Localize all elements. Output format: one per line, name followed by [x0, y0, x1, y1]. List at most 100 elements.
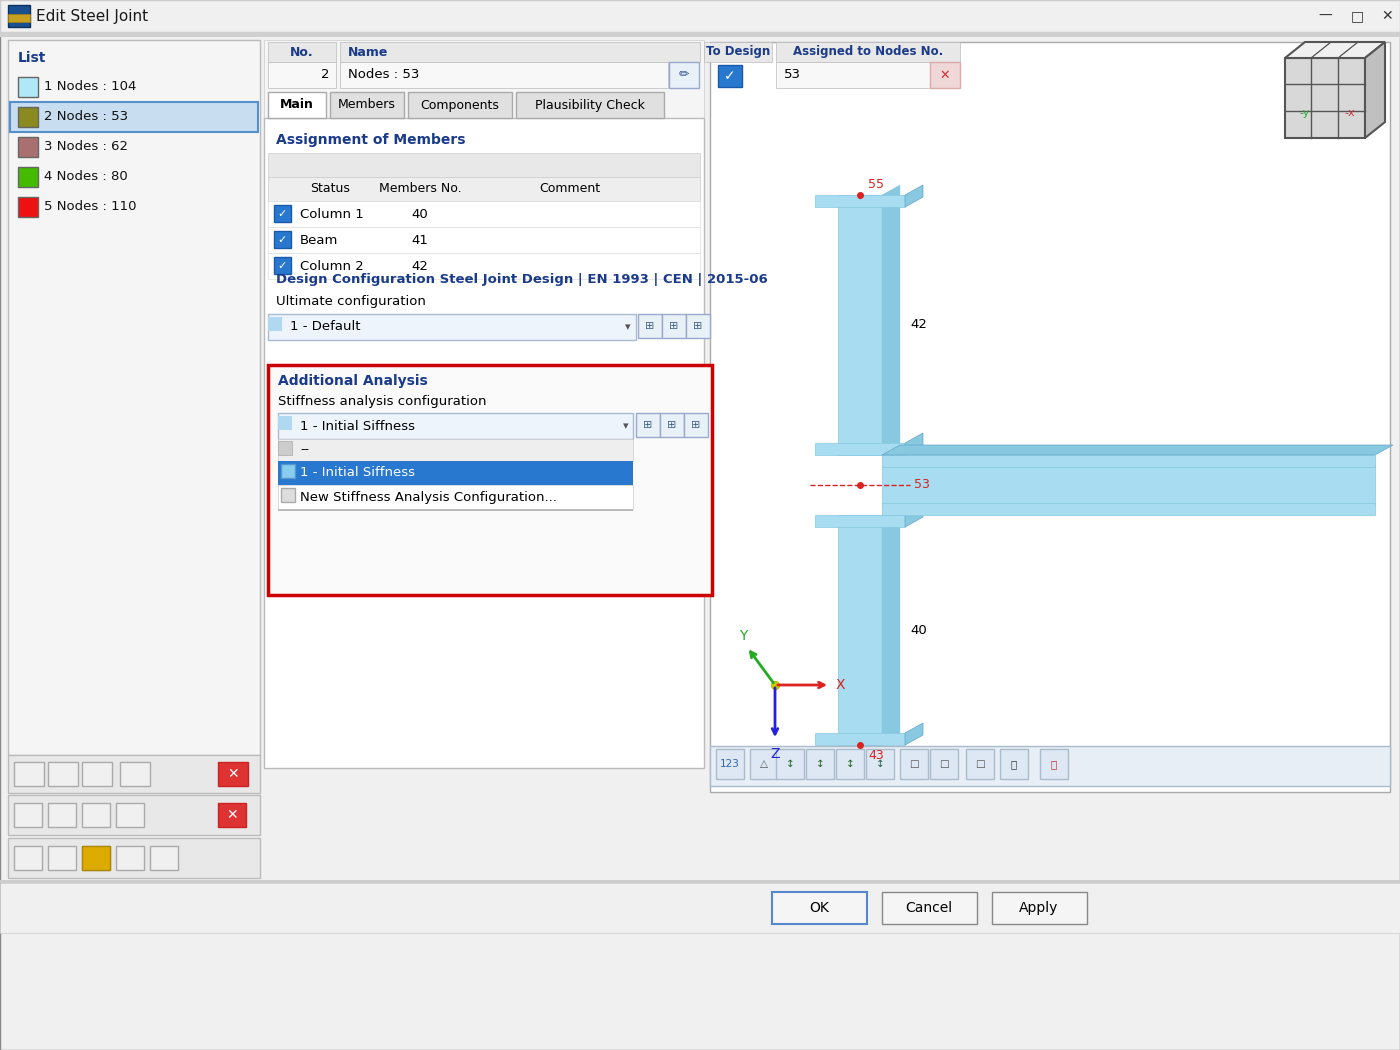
Text: ⊞: ⊞ — [668, 420, 676, 430]
Text: □: □ — [909, 759, 918, 769]
Polygon shape — [882, 185, 900, 455]
Text: □: □ — [976, 759, 984, 769]
Text: 55: 55 — [868, 178, 883, 191]
Text: ↕: ↕ — [846, 759, 854, 769]
Polygon shape — [882, 505, 900, 746]
Text: 2: 2 — [322, 68, 330, 82]
Text: List: List — [18, 51, 46, 65]
Text: 123: 123 — [720, 759, 741, 769]
Text: Cancel: Cancel — [906, 901, 952, 915]
Bar — [18, 107, 38, 127]
Bar — [882, 503, 1375, 514]
Text: 42: 42 — [910, 318, 927, 332]
Bar — [8, 755, 260, 793]
Bar — [638, 314, 662, 338]
Text: Assigned to Nodes No.: Assigned to Nodes No. — [792, 45, 944, 59]
Bar — [750, 749, 778, 779]
Text: ⊞: ⊞ — [669, 321, 679, 331]
Text: OK: OK — [809, 901, 829, 915]
Text: 🔍: 🔍 — [1051, 759, 1057, 769]
Text: 5 Nodes : 110: 5 Nodes : 110 — [43, 201, 137, 213]
Bar — [18, 167, 38, 187]
Bar — [267, 201, 700, 227]
Text: Edit Steel Joint: Edit Steel Joint — [36, 8, 148, 23]
Text: 4 Nodes : 80: 4 Nodes : 80 — [43, 170, 127, 184]
Bar — [1040, 749, 1068, 779]
Bar — [83, 846, 111, 870]
Text: Components: Components — [420, 99, 500, 111]
Bar — [274, 231, 291, 248]
Text: □: □ — [1351, 9, 1364, 23]
Bar — [18, 136, 38, 158]
Bar — [839, 195, 883, 455]
Text: Z: Z — [770, 747, 780, 761]
Text: ⊞: ⊞ — [693, 321, 703, 331]
Text: 53: 53 — [784, 68, 801, 82]
Bar — [279, 461, 633, 485]
Bar — [83, 803, 111, 827]
Bar — [150, 846, 178, 870]
Bar — [0, 883, 1400, 933]
Text: Stiffness analysis configuration: Stiffness analysis configuration — [279, 395, 487, 407]
Bar — [267, 559, 687, 585]
Bar — [8, 5, 29, 27]
Bar — [279, 441, 293, 455]
Bar — [0, 880, 1400, 883]
Bar — [8, 795, 260, 835]
Bar — [8, 14, 29, 22]
Text: ↕: ↕ — [875, 759, 885, 769]
Bar — [1000, 749, 1028, 779]
Bar — [407, 92, 512, 118]
Text: ↕: ↕ — [785, 759, 794, 769]
Text: ✕: ✕ — [227, 808, 238, 822]
Bar — [48, 846, 76, 870]
Text: X: X — [836, 678, 846, 692]
Polygon shape — [1285, 42, 1385, 58]
Bar — [776, 749, 804, 779]
Text: ▾: ▾ — [623, 421, 629, 430]
Bar — [279, 509, 633, 511]
Text: -y: -y — [1299, 108, 1310, 118]
Text: -x: -x — [1344, 108, 1355, 118]
Bar — [704, 42, 771, 62]
Text: Column 1: Column 1 — [300, 208, 364, 220]
Bar — [116, 846, 144, 870]
Text: ✓: ✓ — [277, 261, 287, 271]
Bar — [267, 314, 636, 340]
Bar — [267, 62, 336, 88]
Bar — [265, 40, 704, 120]
Bar — [83, 846, 111, 870]
Bar — [14, 846, 42, 870]
Text: Assignment of Members: Assignment of Members — [276, 133, 465, 147]
Bar — [14, 803, 42, 827]
Bar — [267, 317, 281, 331]
Bar — [340, 62, 668, 88]
Bar — [687, 559, 704, 585]
Text: ⊞: ⊞ — [645, 321, 655, 331]
Bar — [265, 118, 704, 768]
Bar — [279, 439, 633, 461]
Bar — [882, 465, 1375, 505]
Text: ▾: ▾ — [679, 567, 685, 578]
Text: ✏: ✏ — [679, 68, 689, 82]
Text: —: — — [1319, 9, 1331, 23]
Text: --: -- — [300, 443, 309, 457]
Text: Beam: Beam — [300, 233, 339, 247]
Text: ↕: ↕ — [816, 759, 825, 769]
Text: Nodes : 53: Nodes : 53 — [349, 68, 420, 82]
Bar — [669, 62, 699, 88]
Bar — [771, 892, 867, 924]
Bar — [710, 42, 1390, 792]
Text: Ultimate configuration: Ultimate configuration — [276, 295, 426, 309]
Text: Members: Members — [337, 99, 396, 111]
Bar — [867, 749, 895, 779]
Bar — [281, 488, 295, 502]
Text: Comment: Comment — [276, 538, 350, 552]
Polygon shape — [904, 723, 923, 746]
Text: New Stiffness Analysis Configuration...: New Stiffness Analysis Configuration... — [300, 490, 557, 504]
Text: Main: Main — [280, 99, 314, 111]
Bar — [120, 762, 150, 786]
Text: △: △ — [760, 759, 769, 769]
Bar — [806, 749, 834, 779]
Text: ⊞: ⊞ — [692, 420, 700, 430]
